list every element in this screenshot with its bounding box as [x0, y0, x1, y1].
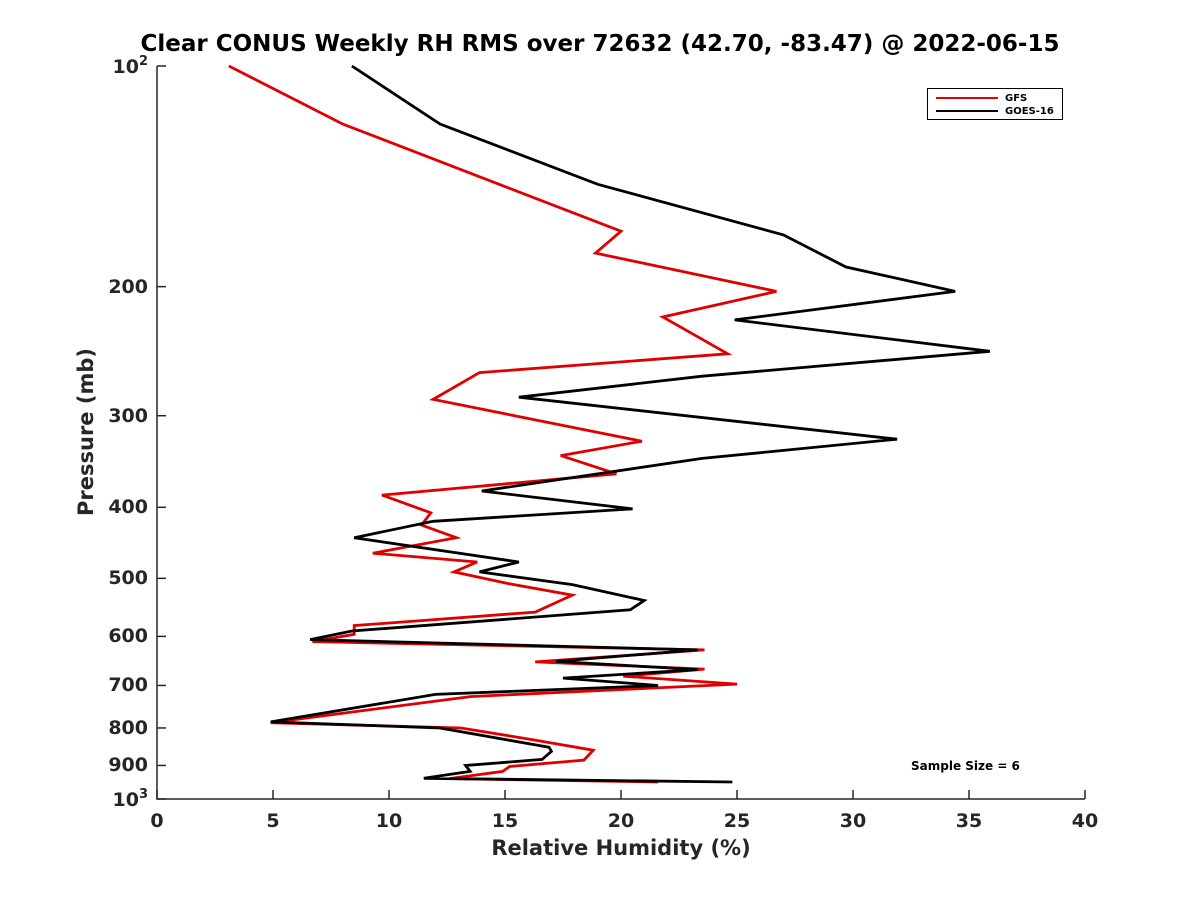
plot-area — [157, 66, 1085, 799]
series-line-goes16 — [270, 64, 991, 784]
x-tick-label: 35 — [955, 810, 983, 832]
legend-item-gfs: GFS — [936, 92, 1027, 104]
y-tick-label: 102 — [112, 54, 149, 78]
x-axis-label: Relative Humidity (%) — [491, 836, 751, 860]
y-tick-label: 300 — [108, 404, 148, 427]
x-tick-label: 40 — [1071, 810, 1099, 832]
axes-layer — [156, 65, 1086, 800]
legend-item-goes16: GOES-16 — [936, 105, 1054, 117]
y-tick-label: 103 — [112, 787, 149, 811]
x-tick-label: 15 — [491, 810, 519, 832]
x-tick-label: 0 — [150, 810, 164, 832]
y-tick-label: 800 — [108, 716, 148, 739]
y-tick-label: 700 — [108, 674, 148, 697]
x-tick-label: 30 — [839, 810, 867, 832]
x-tick-label: 5 — [266, 810, 280, 832]
legend-swatch-gfs — [936, 97, 998, 99]
legend-swatch-goes16 — [936, 110, 998, 112]
x-tick-label: 25 — [723, 810, 751, 832]
sample-size-annotation: Sample Size = 6 — [911, 759, 1020, 773]
legend-label-gfs: GFS — [1005, 92, 1028, 104]
y-tick-label: 500 — [108, 567, 148, 590]
chart-title: Clear CONUS Weekly RH RMS over 72632 (42… — [140, 31, 1060, 57]
legend: GFS GOES-16 — [927, 88, 1063, 120]
x-tick-label: 10 — [375, 810, 403, 832]
y-axis-label: Pressure (mb) — [74, 348, 98, 516]
y-tick-label: 600 — [108, 625, 148, 648]
x-tick-label: 20 — [607, 810, 635, 832]
legend-label-goes16: GOES-16 — [1005, 105, 1054, 117]
series-layer — [228, 64, 991, 784]
series-line-gfs — [228, 64, 777, 784]
y-tick-label: 400 — [108, 496, 148, 519]
y-tick-label: 900 — [108, 754, 148, 777]
y-tick-label: 200 — [108, 275, 148, 298]
